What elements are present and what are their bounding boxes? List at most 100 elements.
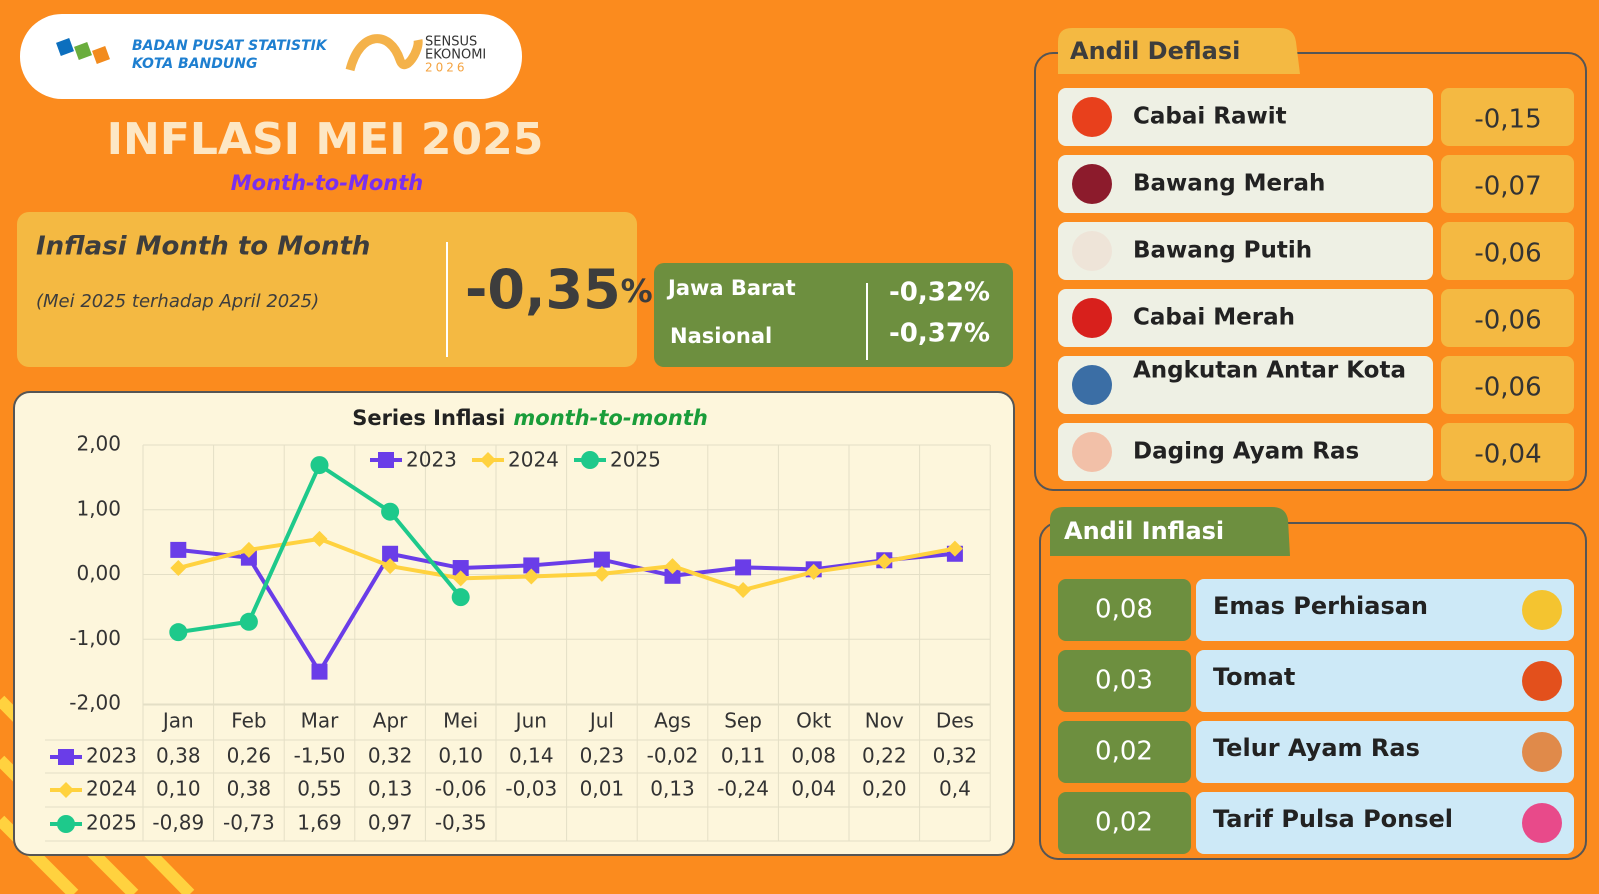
sensus-year: 2026 xyxy=(425,61,468,75)
x-tick-label: Sep xyxy=(724,709,762,733)
table-cell: 0,01 xyxy=(580,777,625,801)
table-cell: 0,20 xyxy=(862,777,907,801)
sensus-logo xyxy=(345,34,423,72)
item-icon xyxy=(1072,231,1112,271)
legend-label: 2024 xyxy=(508,448,559,472)
marker xyxy=(378,452,394,468)
table-cell: 0,11 xyxy=(721,744,766,768)
mtm-box xyxy=(17,212,637,367)
marker xyxy=(381,502,400,521)
mtm-number: -0,35 xyxy=(465,258,621,321)
item-name: Telur Ayam Ras xyxy=(1213,734,1420,762)
item-icon xyxy=(1522,803,1562,843)
region-name: Nasional xyxy=(670,324,772,348)
item-box xyxy=(1196,721,1574,783)
item-name: Daging Ayam Ras xyxy=(1133,439,1359,465)
inflasi-tab xyxy=(1050,507,1290,556)
item-value: 0,02 xyxy=(1095,808,1153,838)
chart-panel xyxy=(13,391,1015,856)
marker xyxy=(664,567,681,584)
org-city: KOTA BANDUNG xyxy=(132,56,257,72)
item-box xyxy=(1058,289,1433,347)
marker xyxy=(239,612,258,631)
item-box xyxy=(1058,222,1433,280)
table-cell: 0,38 xyxy=(156,744,201,768)
table-cell: 0,26 xyxy=(227,744,272,768)
marker xyxy=(58,782,74,798)
compare-box xyxy=(654,263,1013,367)
marker xyxy=(57,815,75,833)
item-icon xyxy=(1072,97,1112,137)
chart-title-emphasis: month-to-month xyxy=(513,406,707,430)
marker xyxy=(523,568,540,585)
marker xyxy=(581,451,599,469)
row-label: 2024 xyxy=(86,777,137,801)
value-box xyxy=(1441,88,1574,146)
region-name: Jawa Barat xyxy=(666,276,796,300)
item-name: Tarif Pulsa Ponsel xyxy=(1213,805,1453,833)
table-cell: 0,13 xyxy=(650,777,695,801)
value-box xyxy=(1058,792,1191,854)
item-icon xyxy=(1522,732,1562,772)
value-box xyxy=(1441,222,1574,280)
item-value: 0,08 xyxy=(1095,595,1153,625)
item-value: -0,04 xyxy=(1474,440,1541,470)
table-cell: -0,89 xyxy=(152,811,204,835)
item-icon xyxy=(1072,365,1112,405)
legend-label: 2025 xyxy=(610,448,661,472)
item-name: Cabai Merah xyxy=(1133,305,1295,331)
table-cell: -1,50 xyxy=(294,744,346,768)
series-line xyxy=(177,536,956,593)
x-tick-label: Okt xyxy=(796,709,831,733)
subtitle: Month-to-Month xyxy=(231,171,423,195)
marker xyxy=(805,563,822,580)
marker xyxy=(58,749,74,765)
x-tick-label: Mei xyxy=(443,709,478,733)
region-value: -0,32% xyxy=(889,278,990,308)
item-name: Angkutan Antar Kota xyxy=(1133,358,1406,384)
inflasi-title: Andil Inflasi xyxy=(1064,517,1224,545)
table-cell: -0,03 xyxy=(505,777,557,801)
marker xyxy=(593,565,610,582)
mtm-unit: % xyxy=(621,272,653,310)
table-cell: -0,06 xyxy=(435,777,487,801)
y-tick-label: -2,00 xyxy=(69,691,121,715)
table-cell: 0,32 xyxy=(933,744,978,768)
x-tick-label: Ags xyxy=(654,709,691,733)
marker xyxy=(480,452,496,468)
item-icon xyxy=(1522,661,1562,701)
x-tick-label: Jun xyxy=(514,709,547,733)
item-box xyxy=(1058,356,1433,414)
item-name: Emas Perhiasan xyxy=(1213,592,1428,620)
mtm-label: Inflasi Month to Month xyxy=(36,232,370,262)
inflasi-panel xyxy=(1039,522,1587,860)
table-cell: 1,69 xyxy=(297,811,342,835)
value-box xyxy=(1441,289,1574,347)
marker xyxy=(382,558,399,575)
org-name: BADAN PUSAT STATISTIK xyxy=(132,38,328,54)
y-tick-label: 0,00 xyxy=(76,561,121,585)
item-icon xyxy=(1072,164,1112,204)
marker xyxy=(735,559,752,576)
marker xyxy=(382,545,399,562)
table-cell: 0,97 xyxy=(368,811,413,835)
table-cell: 0,32 xyxy=(368,744,413,768)
table-cell: 0,10 xyxy=(438,744,483,768)
logo-pill xyxy=(20,14,522,99)
x-tick-label: Mar xyxy=(301,709,340,733)
chart-title: Series Inflasi month-to-month xyxy=(352,406,708,430)
deflasi-panel xyxy=(1034,52,1587,491)
marker xyxy=(452,570,469,587)
item-value: 0,03 xyxy=(1095,666,1153,696)
value-box xyxy=(1058,721,1191,783)
table-cell: -0,24 xyxy=(717,777,769,801)
table-cell: -0,73 xyxy=(223,811,275,835)
main-title: INFLASI MEI 2025 xyxy=(107,114,544,165)
marker xyxy=(310,456,329,475)
value-box xyxy=(1441,155,1574,213)
sensus-text: EKONOMI xyxy=(425,48,486,63)
table-cell: 0,4 xyxy=(939,777,971,801)
marker xyxy=(523,557,540,574)
